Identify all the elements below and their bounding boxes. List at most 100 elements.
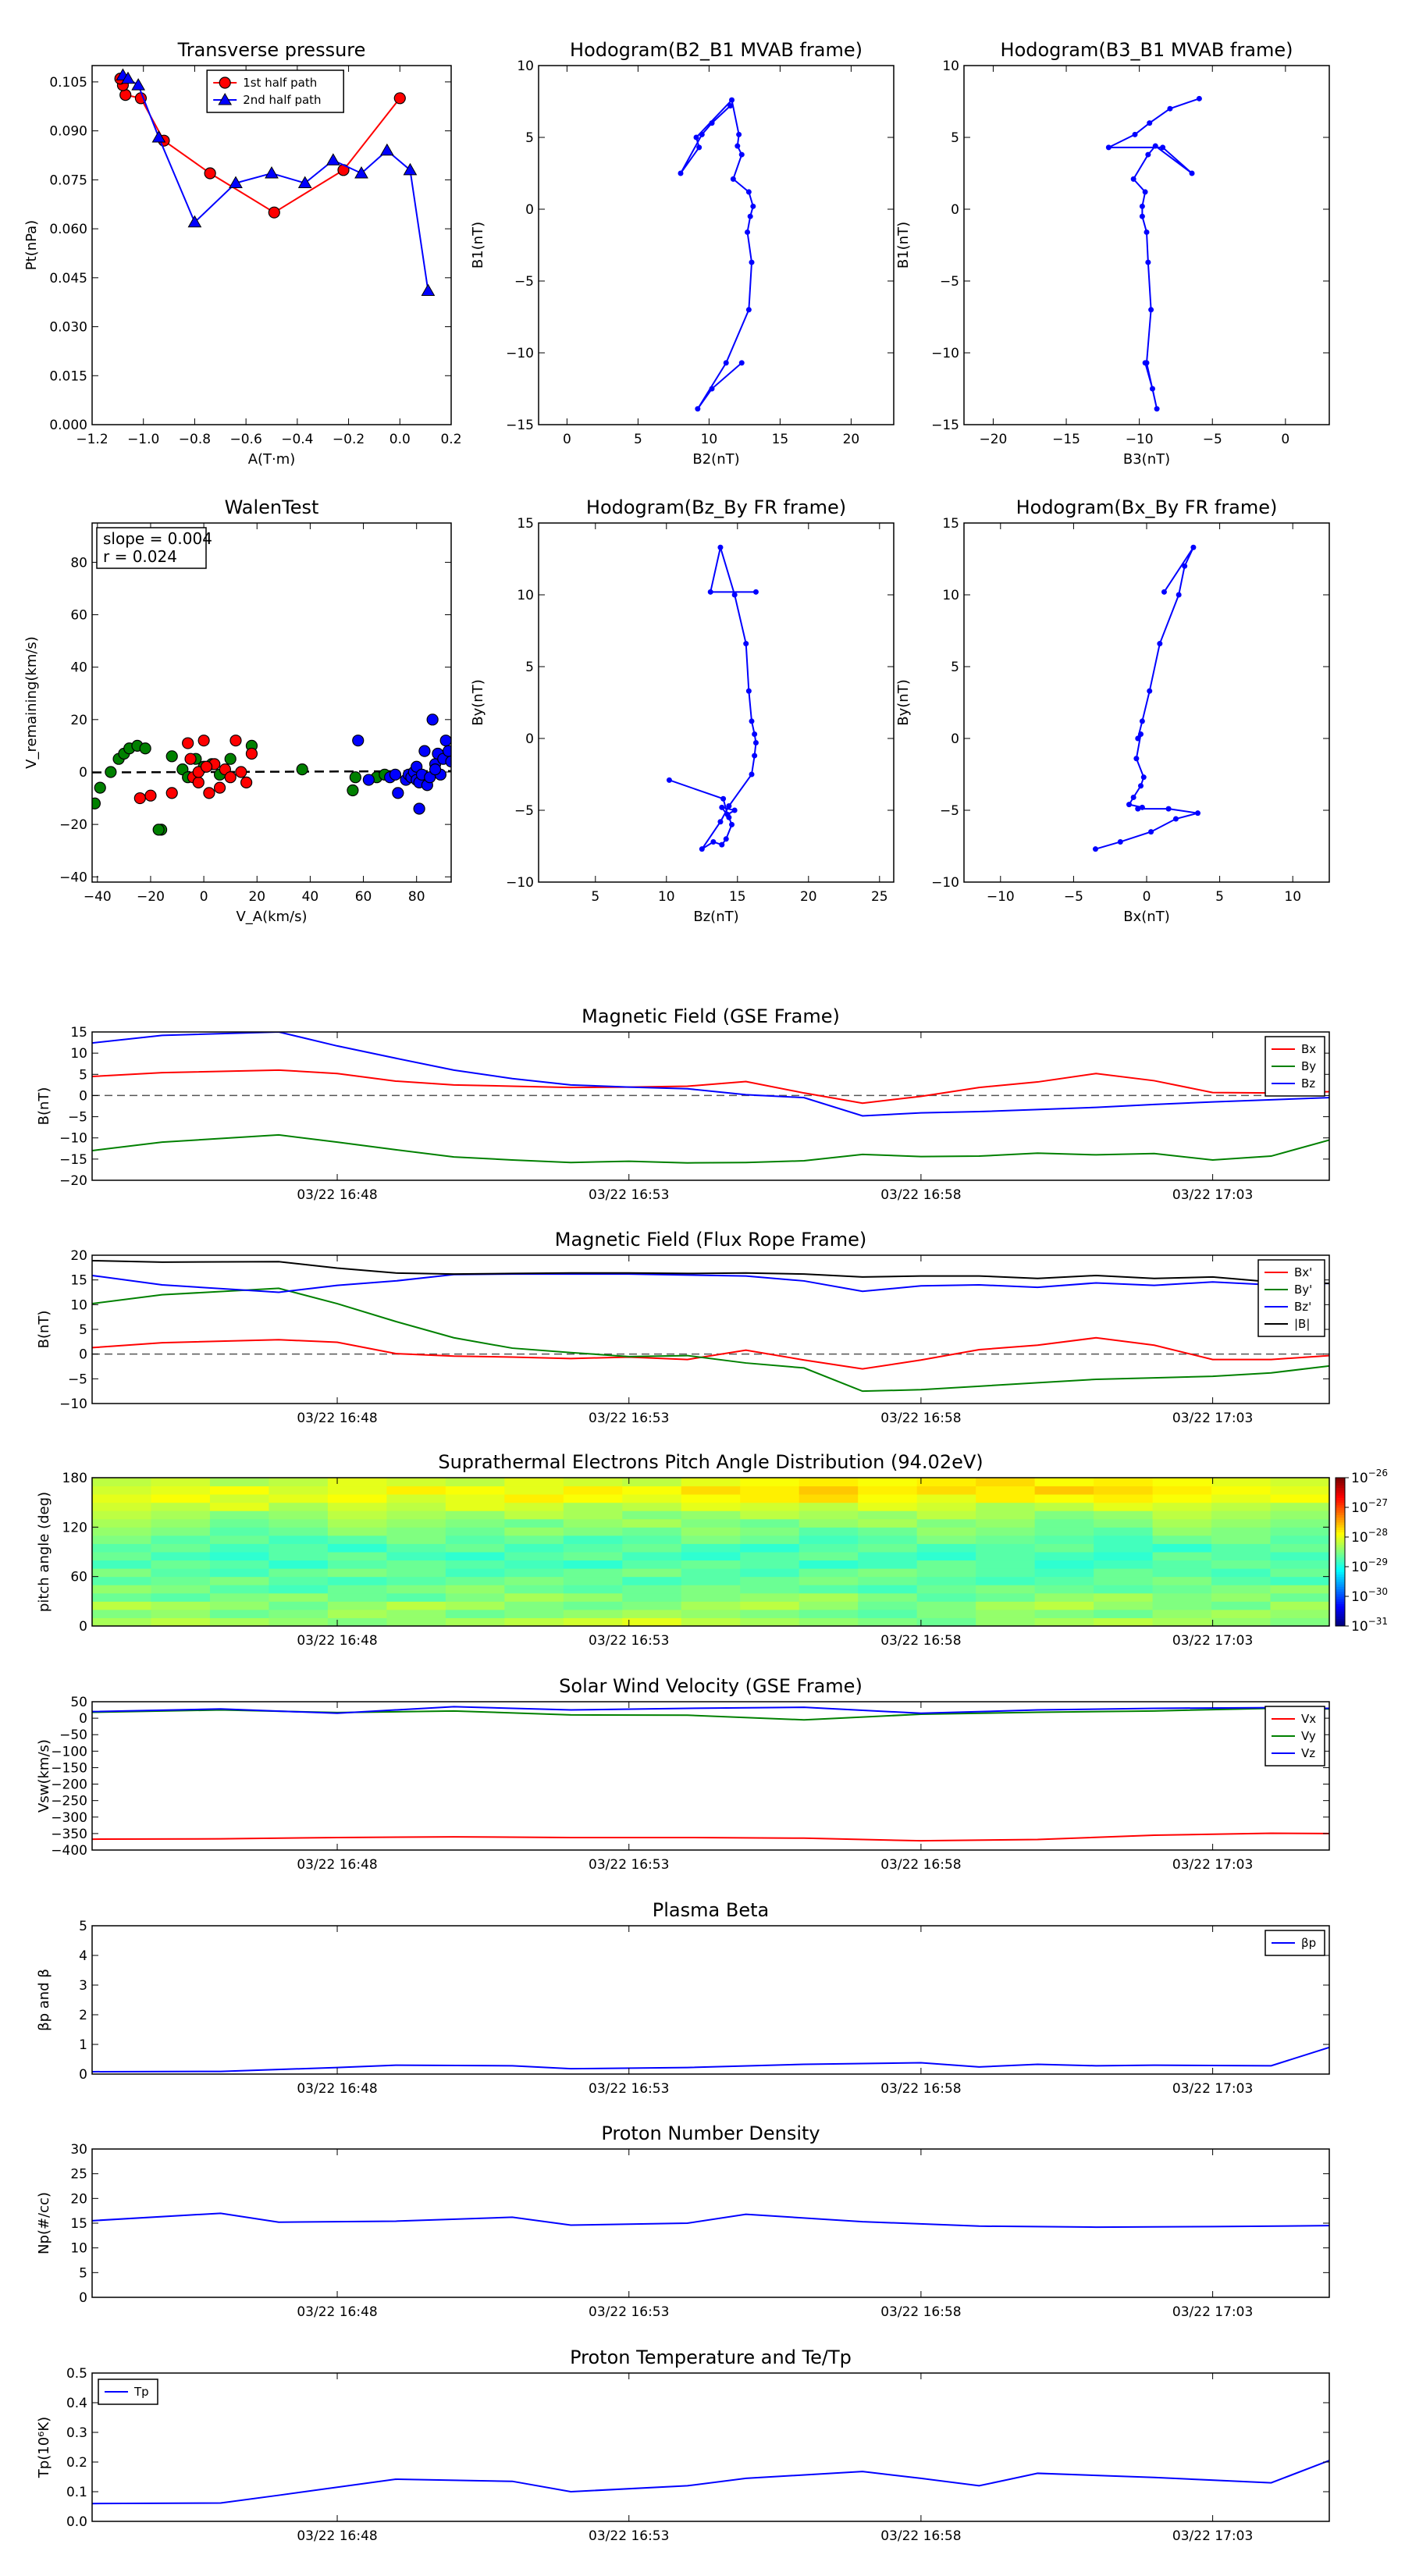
y-tick-label: 15: [70, 1025, 87, 1041]
y-tick-label: 5: [79, 1067, 87, 1083]
heatmap-cell: [858, 1527, 918, 1536]
data-point: [1147, 120, 1153, 126]
colorbar-step: [1336, 1502, 1345, 1506]
colorbar-step: [1336, 1616, 1345, 1619]
heatmap-cell: [92, 1510, 151, 1520]
y-tick-label: 80: [70, 555, 87, 571]
x-tick-label: 03/22 16:58: [880, 1633, 961, 1649]
plot-area: [92, 1259, 1329, 1393]
y-tick-label: −20: [59, 1173, 87, 1189]
heatmap-cell: [740, 1576, 800, 1585]
series-Vy: [92, 1707, 1329, 1721]
heatmap-cell: [209, 1510, 269, 1520]
heatmap-cell: [269, 1510, 329, 1520]
y-tick-label: −10: [931, 346, 959, 361]
heatmap-cell: [209, 1527, 269, 1536]
heatmap-cell: [151, 1576, 211, 1585]
colorbar-step: [1336, 1510, 1345, 1513]
heatmap-cell: [858, 1609, 918, 1618]
heatmap-cell: [563, 1510, 623, 1520]
y-tick-label: 0: [951, 731, 959, 747]
heatmap-cell: [92, 1502, 151, 1511]
heatmap-cell: [858, 1485, 918, 1495]
heatmap-cell: [151, 1560, 211, 1569]
data-point: [707, 589, 713, 595]
y-tick-label: −150: [51, 1760, 87, 1776]
x-tick-label: 03/22 16:58: [880, 1857, 961, 1873]
series-s0: [1092, 544, 1201, 852]
y-axis-label: Np(#/cc): [36, 2192, 52, 2254]
heatmap-cell: [563, 1576, 623, 1585]
colorbar-step: [1336, 1591, 1345, 1595]
heatmap-cell: [563, 1518, 623, 1528]
heatmap-cell: [1094, 1535, 1154, 1544]
heatmap-cell: [504, 1552, 564, 1561]
chart-h4: Hodogram(Bx_By FR frame) −10 −5 0 5 10 −10 −5 0 5…: [895, 496, 1330, 925]
y-tick-label: 20: [70, 1248, 87, 1264]
heatmap-cell: [445, 1478, 505, 1487]
heatmap-cell: [1152, 1560, 1212, 1569]
heatmap-cell: [1094, 1576, 1154, 1585]
data-point: [133, 792, 146, 805]
heatmap-cell: [1094, 1502, 1154, 1511]
y-tick-label: 15: [517, 516, 534, 532]
heatmap-cell: [563, 1617, 623, 1626]
heatmap-cell: [681, 1576, 741, 1585]
heatmap-cell: [151, 1592, 211, 1602]
data-point: [752, 731, 758, 737]
heatmap-cell: [740, 1485, 800, 1495]
series-By: [92, 1287, 1329, 1393]
x-tick-label: 03/22 16:48: [297, 1857, 377, 1873]
y-tick-label: −10: [59, 1131, 87, 1147]
data-point: [121, 71, 135, 84]
colorbar-step: [1336, 1554, 1345, 1557]
data-point: [426, 713, 439, 726]
x-axis-label: B2(nT): [692, 451, 739, 468]
heatmap-cell: [151, 1601, 211, 1610]
heatmap-cell: [1152, 1585, 1212, 1594]
y-tick-label: 0.3: [66, 2425, 87, 2441]
heatmap-cell: [681, 1502, 741, 1511]
y-tick-label: 0.090: [49, 124, 87, 140]
y-tick-label: 10: [70, 2241, 87, 2257]
series-By: [92, 1133, 1329, 1164]
heatmap-cell: [563, 1535, 623, 1544]
y-tick-label: 20: [70, 713, 87, 728]
heatmap-cell: [504, 1518, 564, 1528]
heatmap-cell: [1152, 1609, 1212, 1618]
heatmap-cell: [799, 1617, 859, 1626]
heatmap-cell: [269, 1494, 329, 1503]
heatmap-cell: [976, 1560, 1036, 1569]
heatmap-cell: [976, 1535, 1036, 1544]
heatmap-cell: [622, 1535, 682, 1544]
data-point: [119, 89, 132, 101]
colorbar-step: [1336, 1567, 1345, 1570]
legend-label: |B|: [1294, 1317, 1310, 1331]
x-tick-label: −10: [987, 889, 1015, 905]
x-tick-label: 5: [1215, 889, 1224, 905]
heatmap-cell: [1152, 1617, 1212, 1626]
legend: Vx Vy Vz: [1264, 1706, 1325, 1767]
heatmap-cell: [858, 1617, 918, 1626]
data-point: [197, 735, 210, 747]
heatmap-cell: [1034, 1601, 1094, 1610]
heatmap-cell: [445, 1494, 505, 1503]
x-tick-label: −1.2: [76, 432, 108, 447]
data-point: [1148, 307, 1154, 313]
data-point: [1154, 406, 1160, 412]
heatmap-cell: [622, 1576, 682, 1585]
series-s2: [352, 713, 451, 815]
data-point: [418, 745, 431, 757]
y-tick-label: −5: [940, 803, 959, 819]
heatmap-cell: [269, 1502, 329, 1511]
x-tick-label: 0.0: [389, 432, 411, 447]
x-axis-label: Bz(nT): [693, 909, 738, 925]
annotation-text: slope = 0.004: [103, 529, 212, 548]
heatmap-cell: [151, 1609, 211, 1618]
heatmap-cell: [622, 1510, 682, 1520]
heatmap-cell: [209, 1494, 269, 1503]
heatmap-cell: [209, 1592, 269, 1602]
heatmap-cell: [209, 1585, 269, 1594]
data-point: [1176, 592, 1182, 598]
data-point: [1139, 213, 1145, 219]
